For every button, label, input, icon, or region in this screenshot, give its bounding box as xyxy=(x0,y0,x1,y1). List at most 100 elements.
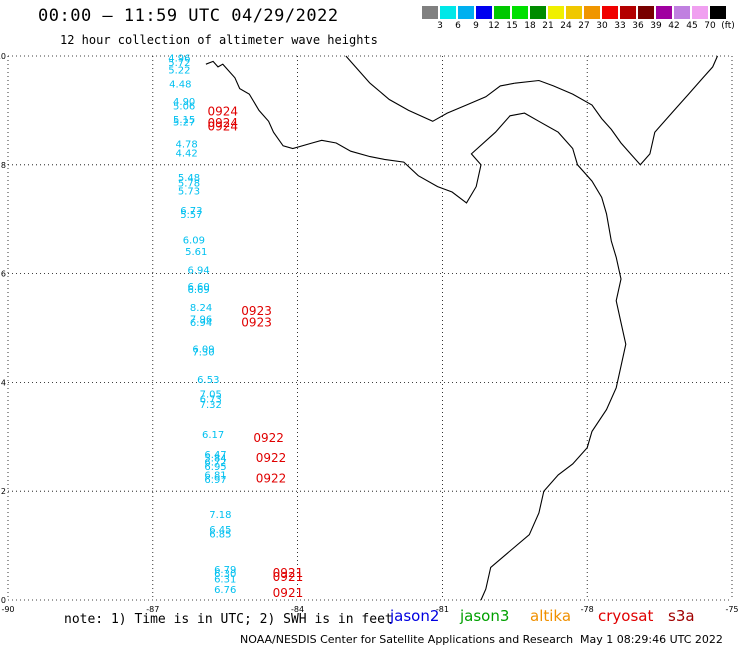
colorbar-label: 21 xyxy=(542,21,554,31)
pass-time-label: 0923 xyxy=(241,316,272,330)
wave-height-label: 7.32 xyxy=(200,400,222,411)
colorbar-swatch xyxy=(638,6,654,19)
latitude-tick-label: 8 xyxy=(1,161,6,170)
colorbar-label: 36 xyxy=(632,21,644,31)
generation-timestamp: May 1 08:29:46 UTC 2022 xyxy=(580,633,723,646)
pacific-coastline xyxy=(205,60,627,601)
colorbar-swatch xyxy=(602,6,618,19)
wave-height-label: 7.30 xyxy=(192,348,214,359)
wave-height-label: 6.97 xyxy=(204,475,226,486)
wave-height-label: 6.76 xyxy=(214,585,236,596)
colorbar-label: 24 xyxy=(560,21,572,31)
longitude-tick-label: -75 xyxy=(725,605,738,614)
pass-time-label: 0922 xyxy=(253,431,284,445)
wave-height-label: 7.05 xyxy=(200,390,222,401)
wave-height-label: 5.57 xyxy=(180,210,202,221)
wave-height-label: 6.47 xyxy=(204,450,226,461)
wave-height-label: 6.73 xyxy=(200,395,222,406)
wave-height-label: 6.73 xyxy=(180,206,202,217)
caribbean-coastline xyxy=(514,55,719,166)
wave-height-label: 6.94 xyxy=(188,266,210,277)
wave-height-label: 6.30 xyxy=(214,569,236,580)
colorbar-swatch xyxy=(512,6,528,19)
pass-time-label: 0921 xyxy=(273,570,304,584)
wave-height-label: 6.94 xyxy=(190,318,212,329)
colorbar-swatch xyxy=(674,6,690,19)
colorbar-label: 3 xyxy=(437,21,443,31)
wave-height-label: 6.09 xyxy=(183,236,205,247)
wave-height-label: 6.69 xyxy=(188,285,210,296)
colorbar-label: 6 xyxy=(455,21,461,31)
longitude-tick-label: -84 xyxy=(291,605,304,614)
wave-height-label: 8.24 xyxy=(190,303,212,314)
colorbar-label: 33 xyxy=(614,21,626,31)
colorbar-swatch xyxy=(692,6,708,19)
latitude-tick-label: 0 xyxy=(1,596,6,605)
latitude-tick-label: 4 xyxy=(1,378,6,387)
wave-height-label: 6.09 xyxy=(192,344,214,355)
pass-time-label: 0924 xyxy=(208,120,239,134)
wave-height-label: 4.48 xyxy=(169,80,191,91)
longitude-tick-label: -90 xyxy=(1,605,14,614)
colorbar-swatch xyxy=(530,6,546,19)
colorbar-label: 27 xyxy=(578,21,590,31)
colorbar-label: 70 xyxy=(704,21,716,31)
longitude-tick-label: -81 xyxy=(436,605,449,614)
colorbar-label: 9 xyxy=(473,21,479,31)
colorbar-swatch xyxy=(476,6,492,19)
wave-height-label: 6.53 xyxy=(197,375,219,386)
colorbar-swatch xyxy=(548,6,564,19)
colorbar-swatch xyxy=(458,6,474,19)
wave-height-label: 5.78 xyxy=(178,179,200,190)
longitude-tick-label: -78 xyxy=(581,605,594,614)
wave-height-label: 6.72 xyxy=(204,458,226,469)
wave-height-label: 6.85 xyxy=(209,529,231,540)
wave-height-label: 6.31 xyxy=(214,575,236,586)
latitude-tick-label: 10 xyxy=(0,52,6,61)
colorbar-label: 42 xyxy=(668,21,680,31)
pass-time-label: 0921 xyxy=(273,566,304,580)
colorbar-swatch xyxy=(422,6,438,19)
colorbar-swatch xyxy=(620,6,636,19)
wave-height-label: 5.27 xyxy=(173,118,195,129)
wave-height-label: 6.81 xyxy=(204,471,226,482)
wave-height-label: 5.84 xyxy=(204,453,226,464)
wave-height-label: 5.22 xyxy=(168,65,190,76)
colorbar-label: (ft) xyxy=(721,21,735,31)
pass-time-label: 0924 xyxy=(208,104,239,118)
legend-jason3: jason3 xyxy=(460,607,510,625)
legend-jason2: jason2 xyxy=(390,607,440,625)
colorbar-swatch xyxy=(566,6,582,19)
wave-height-label: 5.06 xyxy=(173,101,195,112)
colorbar-swatch xyxy=(440,6,456,19)
latitude-tick-label: 2 xyxy=(1,487,6,496)
pass-time-label: 0922 xyxy=(256,451,287,465)
colorbar-swatch xyxy=(656,6,672,19)
footer-note: note: 1) Time is in UTC; 2) SWH is in fe… xyxy=(64,612,393,627)
wave-height-label: 4.78 xyxy=(175,139,197,150)
costa-rica-coastline xyxy=(345,55,371,84)
colorbar-swatch xyxy=(584,6,600,19)
colorbar-label: 12 xyxy=(488,21,500,31)
pass-time-label: 0922 xyxy=(256,472,287,486)
colorbar-label: 45 xyxy=(686,21,698,31)
colorbar-swatch xyxy=(710,6,726,19)
legend-cryosat: cryosat xyxy=(598,607,654,625)
legend-s3a: s3a xyxy=(668,607,695,625)
wave-height-label: 7.18 xyxy=(209,510,231,521)
wave-height-label: 5.61 xyxy=(185,247,207,258)
credit-text: NOAA/NESDIS Center for Satellite Applica… xyxy=(240,633,574,646)
colorbar-label: 18 xyxy=(524,21,536,31)
wave-height-label: 6.17 xyxy=(202,430,224,441)
wave-height-label: 6.45 xyxy=(209,525,231,536)
panama-caribbean-coastline xyxy=(369,82,515,122)
colorbar-label: 15 xyxy=(506,21,518,31)
pass-time-label: 0924 xyxy=(208,116,239,130)
wave-height-label: 6.60 xyxy=(188,282,210,293)
wave-height-label: 5.15 xyxy=(173,115,195,126)
colorbar-swatch xyxy=(494,6,510,19)
map-title: 00:00 – 11:59 UTC 04/29/2022 xyxy=(38,6,339,26)
legend-altika: altika xyxy=(530,607,572,625)
wave-height-label: 4.90 xyxy=(173,97,195,108)
colorbar-label: 30 xyxy=(596,21,608,31)
